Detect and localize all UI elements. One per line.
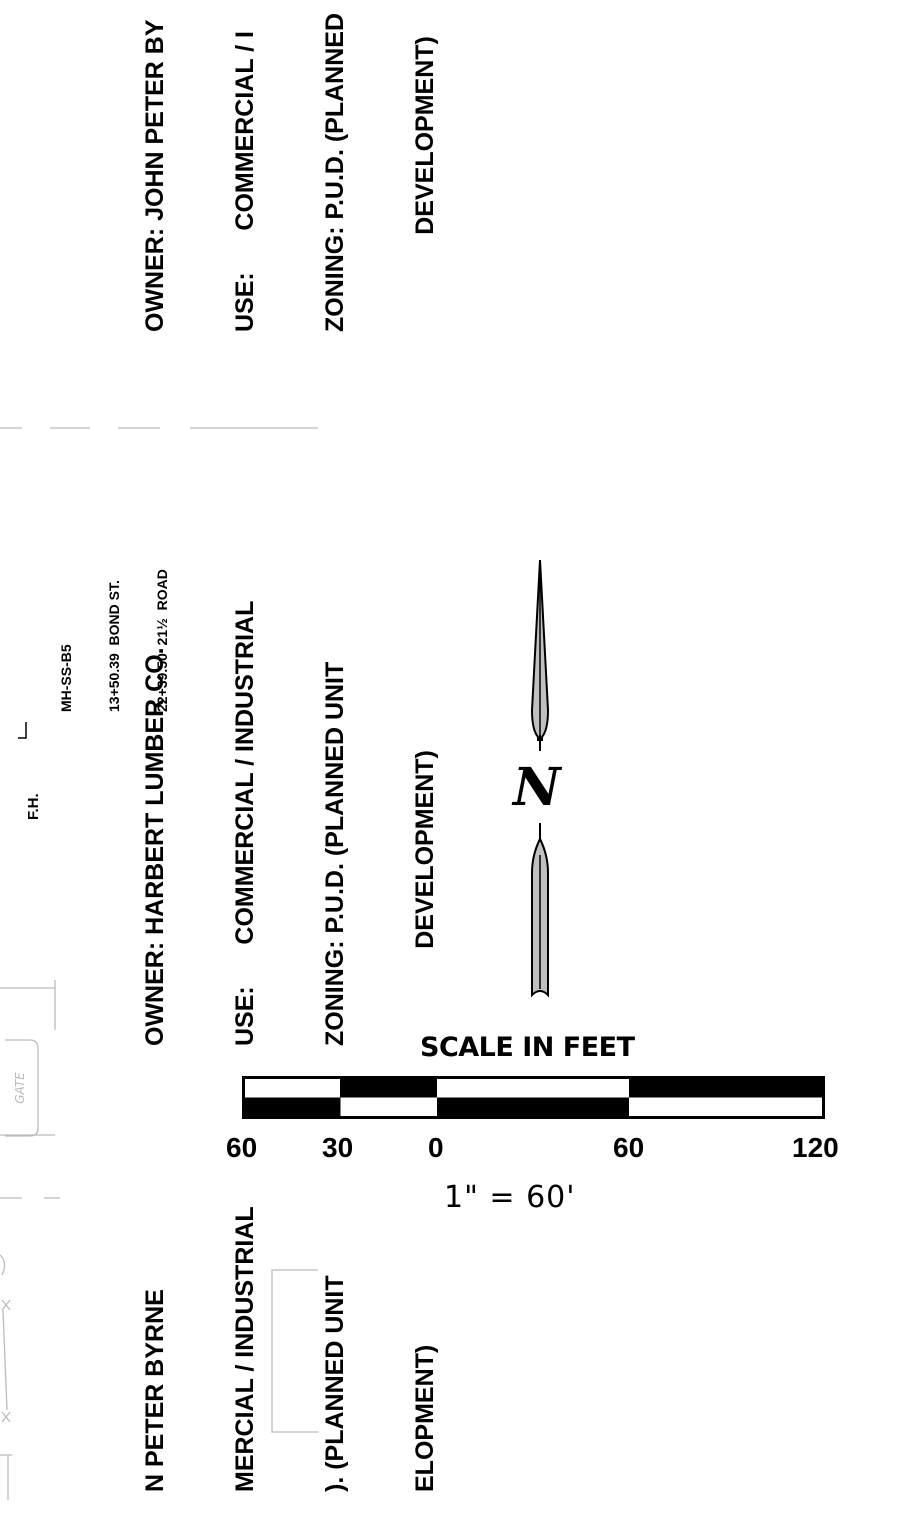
manhole-id: MH-SS-B5 [58, 644, 74, 712]
manhole-station-2: 22+39.50 21½ ROAD [154, 569, 170, 712]
zoning-line: ). (PLANNED UNIT [321, 1275, 349, 1492]
owner-block-bottom: N PETER BYRNE MERCIAL / INDUSTRIAL ). (P… [80, 1206, 500, 1492]
scale-title: SCALE IN FEET [420, 1032, 635, 1063]
manhole-label: MH-SS-B5 13+50.39 BOND ST. 22+39.50 21½ … [26, 569, 202, 712]
development-line: DEVELOPMENT) [411, 750, 439, 1046]
scale-bar [242, 1076, 825, 1119]
north-arrow [530, 559, 550, 998]
scale-tick: 60 [613, 1132, 645, 1163]
development-line: DEVELOPMENT) [411, 36, 439, 332]
owner-block-top: OWNER: JOHN PETER BY USE: COMMERCIAL / I… [80, 13, 500, 332]
development-line: ELOPMENT) [411, 1344, 439, 1492]
use-line: USE: COMMERCIAL / I [231, 31, 259, 332]
scale-tick: 30 [322, 1132, 354, 1163]
manhole-leader [18, 722, 27, 739]
scale-tick: 60 [226, 1132, 258, 1163]
scale-tick: 120 [792, 1132, 839, 1163]
scale-ratio: 1" = 60' [444, 1180, 576, 1215]
use-line: USE: COMMERCIAL / INDUSTRIAL [231, 600, 259, 1046]
zoning-line: ZONING: P.U.D. (PLANNED [321, 13, 349, 332]
svg-text:GATE: GATE [13, 1072, 27, 1104]
zoning-line: ZONING: P.U.D. (PLANNED UNIT [321, 661, 349, 1046]
owner-line: OWNER: JOHN PETER BY [141, 19, 169, 332]
scale-tick: 0 [428, 1132, 444, 1163]
manhole-station-1: 13+50.39 BOND ST. [106, 580, 122, 712]
use-line: MERCIAL / INDUSTRIAL [231, 1206, 259, 1492]
fire-hydrant-label: F.H. [25, 793, 42, 820]
north-letter: N [513, 757, 561, 818]
owner-line: N PETER BYRNE [141, 1289, 169, 1492]
